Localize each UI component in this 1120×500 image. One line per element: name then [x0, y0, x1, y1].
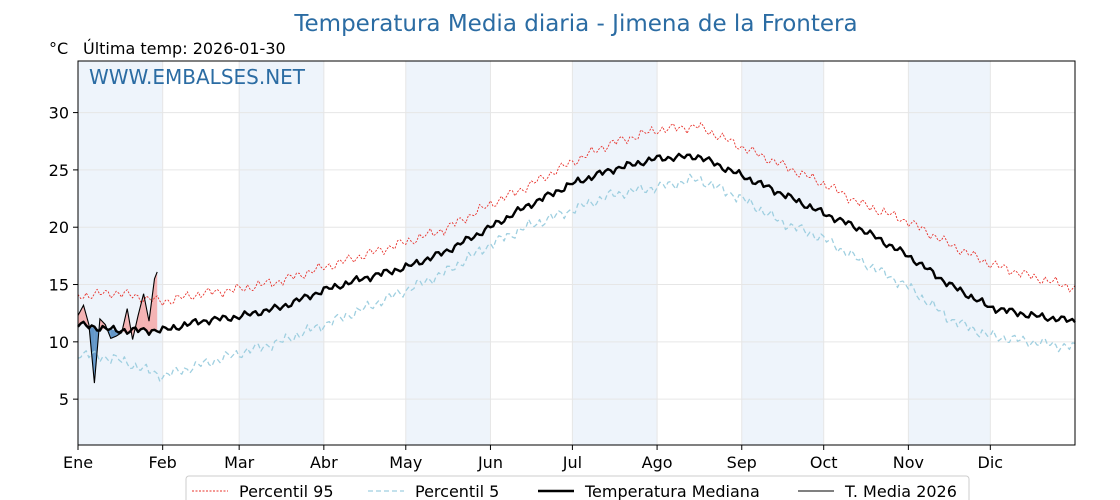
month-band-nov — [908, 61, 991, 445]
x-tick-label-may: May — [389, 453, 422, 472]
anomaly-fill-above — [138, 293, 144, 333]
y-tick-label: 5 — [59, 390, 69, 409]
month-band-may — [405, 61, 491, 445]
month-band-ene — [78, 61, 163, 445]
plot-frame — [77, 60, 1076, 446]
anomaly-fill-above — [143, 293, 150, 335]
y-tick-label: 10 — [49, 333, 69, 352]
legend-label-p5: Percentil 5 — [415, 482, 499, 500]
legend-label-p95: Percentil 95 — [239, 482, 334, 500]
y-tick-label: 30 — [49, 104, 69, 123]
series-line-median — [77, 152, 1076, 336]
last-temp-label: Última temp: 2026-01-30 — [83, 39, 286, 58]
x-tick-label-abr: Abr — [310, 453, 338, 472]
x-tick-label-jun: Jun — [477, 453, 503, 472]
legend-label-year: T. Media 2026 — [844, 482, 957, 500]
x-tick-label-sep: Sep — [727, 453, 757, 472]
series-line-p5 — [77, 173, 1076, 383]
chart-title: Temperatura Media diaria - Jimena de la … — [293, 11, 857, 37]
series-line-p95 — [77, 122, 1076, 306]
month-band-mar — [239, 61, 324, 445]
x-tick-label-ene: Ene — [63, 453, 93, 472]
x-tick-label-feb: Feb — [149, 453, 177, 472]
legend: Percentil 95 Percentil 5 Temperatura Media… — [185, 475, 970, 500]
x-tick-label-oct: Oct — [810, 453, 838, 472]
y-unit-label: °C — [49, 39, 68, 58]
y-tick-label: 15 — [49, 276, 69, 295]
y-axis-ticks: 5 10 15 20 25 30 — [49, 104, 78, 409]
legend-box — [185, 475, 970, 500]
x-tick-label-nov: Nov — [893, 453, 924, 472]
series-lines — [77, 122, 1076, 384]
x-tick-label-jul: Jul — [562, 453, 582, 472]
x-tick-label-dic: Dic — [978, 453, 1004, 472]
watermark: WWW.EMBALSES.NET — [89, 65, 306, 89]
y-tick-label: 25 — [49, 161, 69, 180]
month-bands — [78, 61, 991, 445]
legend-label-median: Temperatura Mediana — [584, 482, 760, 500]
month-band-sep — [741, 61, 824, 445]
x-tick-label-ago: Ago — [642, 453, 673, 472]
x-tick-label-mar: Mar — [224, 453, 255, 472]
month-band-jul — [572, 61, 658, 445]
y-tick-label: 20 — [49, 218, 69, 237]
x-axis-ticks: Ene Feb Mar Abr May Jun Jul Ago Sep Oct Nov Dic — [63, 445, 1003, 472]
series-line-year — [77, 271, 158, 384]
anomaly-fill-above — [154, 271, 158, 332]
